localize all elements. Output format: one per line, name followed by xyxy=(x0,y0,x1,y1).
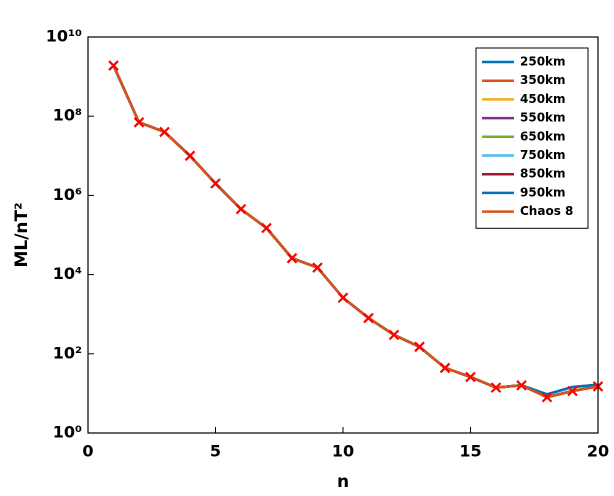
marker xyxy=(414,341,425,353)
y-tick-label: 10⁸ xyxy=(53,106,82,125)
x-tick-label: 10 xyxy=(332,442,354,461)
y-tick-label: 10⁰ xyxy=(53,423,82,442)
legend-label: 350km xyxy=(520,73,566,87)
x-tick-label: 20 xyxy=(587,442,609,461)
y-axis-label: ML/nT² xyxy=(12,202,32,267)
x-tick-label: 5 xyxy=(210,442,221,461)
y-tick-label: 10⁶ xyxy=(53,185,82,204)
marker xyxy=(465,371,476,383)
marker xyxy=(312,262,323,273)
marker xyxy=(210,178,221,189)
marker xyxy=(439,362,451,374)
legend-label: 750km xyxy=(520,148,566,162)
marker xyxy=(516,380,527,391)
legend-label: Chaos 8 xyxy=(520,204,573,218)
y-tick-label: 10¹⁰ xyxy=(46,27,82,46)
legend-label: 650km xyxy=(520,129,566,143)
x-tick-label: 15 xyxy=(459,442,481,461)
marker xyxy=(108,60,119,71)
marker xyxy=(286,252,298,264)
legend-label: 950km xyxy=(520,185,566,199)
marker xyxy=(133,117,145,128)
marker xyxy=(388,329,400,341)
legend-label: 250km xyxy=(520,55,566,69)
axes-box xyxy=(87,36,599,434)
marker xyxy=(567,385,578,397)
marker xyxy=(490,382,502,393)
x-tick-label: 0 xyxy=(82,442,93,461)
marker xyxy=(235,203,247,215)
marker xyxy=(184,150,196,162)
marker xyxy=(337,292,349,304)
marker xyxy=(363,312,374,324)
marker xyxy=(159,126,170,138)
legend-label: 550km xyxy=(520,111,566,125)
legend-label: 450km xyxy=(520,92,566,106)
legend-box xyxy=(475,47,589,229)
legend-label: 850km xyxy=(520,167,566,181)
x-axis-label: n xyxy=(337,472,349,492)
marker xyxy=(261,222,272,234)
marker xyxy=(541,391,553,403)
y-tick-label: 10⁴ xyxy=(53,264,82,283)
y-tick-label: 10² xyxy=(53,343,82,362)
